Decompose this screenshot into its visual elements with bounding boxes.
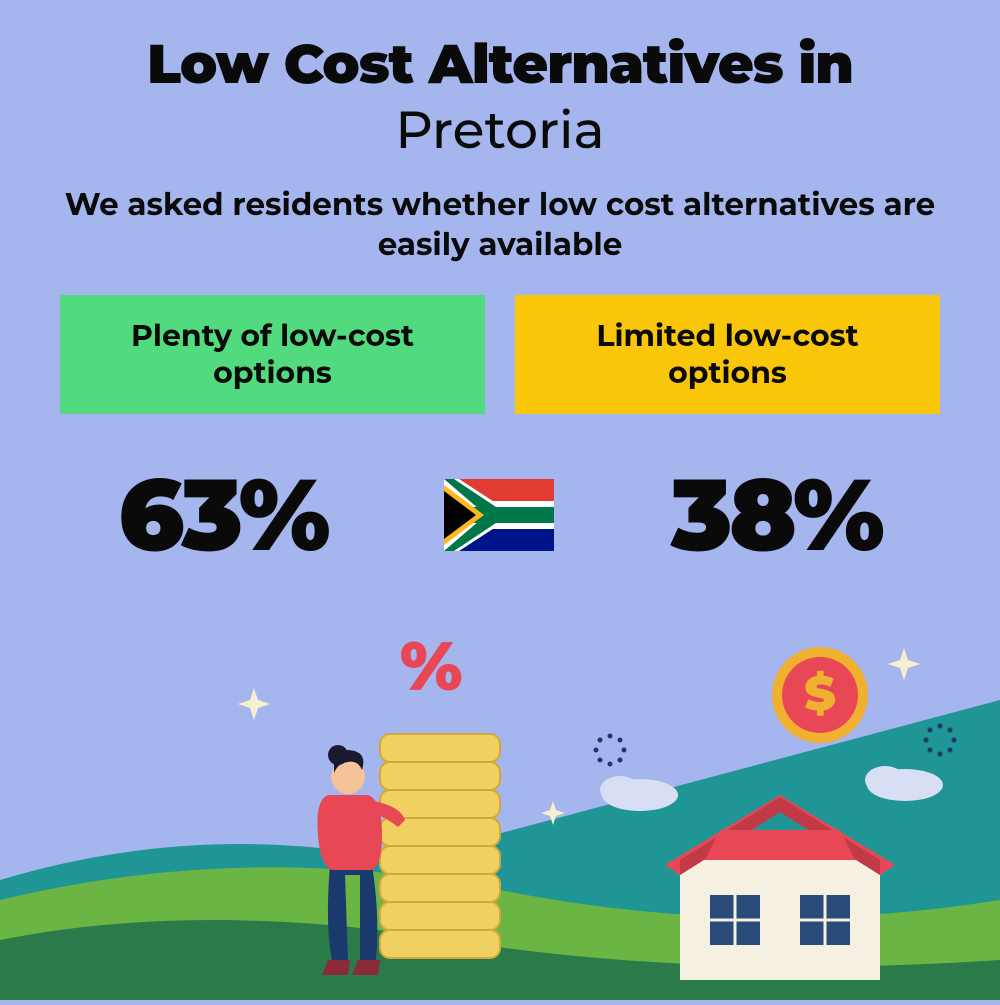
stat-limited: 38% xyxy=(671,454,882,576)
svg-text:$: $ xyxy=(804,665,836,723)
coin-stack-icon xyxy=(380,734,500,958)
south-africa-flag-icon xyxy=(444,479,554,551)
stat-plenty: 63% xyxy=(118,454,327,576)
option-plenty-box: Plenty of low-cost options xyxy=(60,295,485,414)
subtitle: We asked residents whether low cost alte… xyxy=(60,184,940,265)
options-row: Plenty of low-cost options Limited low-c… xyxy=(60,295,940,414)
percent-icon: % xyxy=(400,625,462,708)
title-line1: Low Cost Alternatives in xyxy=(60,30,940,97)
title-line2: Pretoria xyxy=(60,99,940,162)
stats-row: 63% xyxy=(60,454,940,576)
svg-text:%: % xyxy=(400,625,462,708)
illustration: $ xyxy=(0,600,1000,1000)
option-limited-box: Limited low-cost options xyxy=(515,295,940,414)
dollar-coin-icon: $ xyxy=(772,647,868,743)
